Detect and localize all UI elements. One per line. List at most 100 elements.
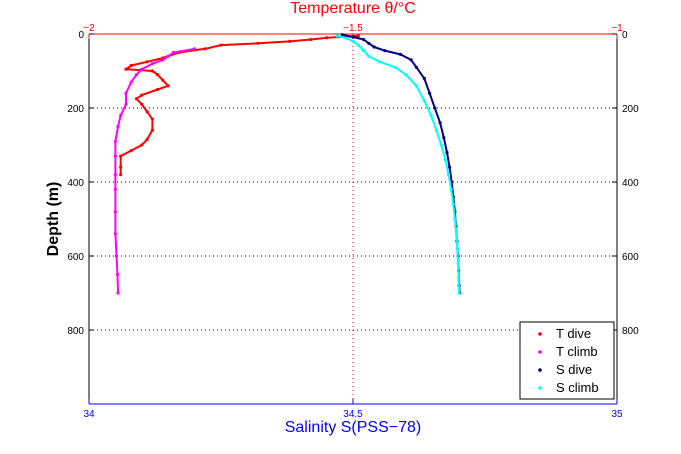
left-tick-label: 400 [67, 178, 84, 189]
data-point-t-dive [219, 43, 223, 47]
data-point-s-climb [429, 113, 433, 117]
data-point-t-dive [288, 39, 292, 44]
top-tick-label: −1 [611, 23, 623, 34]
data-point-t-dive [150, 117, 154, 121]
data-point-s-climb [451, 202, 455, 206]
bottom-tick-label: 35 [611, 409, 623, 420]
data-point-t-dive [150, 69, 154, 73]
data-point-t-climb [129, 80, 133, 84]
data-point-t-dive [203, 47, 207, 51]
data-point-t-climb [114, 254, 119, 258]
data-point-s-dive [438, 121, 442, 125]
data-point-s-dive [414, 65, 418, 69]
left-tick-label: 600 [67, 252, 84, 263]
data-point-t-dive [145, 137, 149, 141]
data-point-s-climb [453, 217, 457, 221]
data-point-t-dive [256, 41, 260, 45]
left-tick-label: 800 [67, 326, 84, 337]
legend-marker-t-dive [538, 332, 542, 336]
data-point-s-climb [404, 73, 408, 77]
data-point-t-climb [116, 291, 120, 295]
data-point-s-dive [362, 37, 366, 42]
data-point-t-dive [124, 67, 128, 71]
legend-label-s-dive: S dive [556, 362, 592, 377]
data-point-s-dive [398, 52, 403, 57]
right-tick-label: 800 [622, 326, 639, 337]
data-point-t-dive [166, 84, 170, 88]
data-point-s-dive [442, 136, 446, 140]
data-point-t-climb [113, 232, 117, 236]
data-point-t-dive [119, 165, 123, 169]
data-point-s-climb [393, 65, 397, 69]
data-point-t-dive [150, 128, 154, 132]
data-point-t-climb [124, 91, 128, 95]
data-point-s-dive [448, 165, 452, 169]
data-point-t-dive [129, 149, 133, 153]
bottom-tick-label: 34 [83, 409, 95, 420]
data-point-t-dive [145, 110, 149, 114]
axis-ticks: 34 34.5 35−2 −1.5 −1020040060080002004006008… [67, 23, 639, 420]
data-point-s-climb [455, 247, 460, 251]
legend-label-s-climb: S climb [556, 380, 599, 395]
data-point-t-climb [119, 113, 123, 117]
data-point-s-dive [445, 150, 449, 154]
data-point-s-dive [428, 91, 432, 95]
top-axis-title: Temperature θ/°C [290, 0, 416, 17]
data-point-t-dive [356, 34, 360, 38]
data-point-t-climb [113, 173, 117, 177]
data-point-t-dive [145, 60, 149, 64]
data-point-t-climb [115, 272, 120, 277]
grid-lines [89, 34, 617, 404]
data-point-t-climb [193, 47, 197, 51]
right-tick-label: 400 [622, 178, 639, 189]
data-point-s-dive [433, 106, 437, 110]
data-point-s-climb [422, 99, 426, 103]
data-point-t-dive [156, 87, 160, 92]
data-point-t-climb [113, 210, 117, 214]
y-axis-title: Depth (m) [45, 182, 62, 257]
data-point-s-dive [409, 58, 413, 62]
left-tick-label: 0 [78, 30, 84, 41]
bottom-axis-title: Salinity S(PSS−78) [285, 419, 422, 436]
data-point-s-climb [356, 43, 360, 47]
right-tick-label: 600 [622, 252, 639, 263]
data-point-s-dive [367, 41, 371, 45]
legend-marker-s-dive [538, 368, 542, 372]
right-tick-label: 200 [622, 104, 639, 115]
legend-box [519, 321, 615, 400]
legend-label-t-dive: T dive [556, 326, 591, 341]
data-point-t-climb [113, 154, 117, 158]
data-point-s-climb [346, 36, 350, 41]
data-point-s-climb [439, 143, 443, 147]
data-point-s-climb [351, 39, 355, 44]
data-point-s-climb [449, 187, 453, 191]
data-point-s-dive [340, 33, 344, 37]
data-point-t-dive [129, 63, 133, 68]
left-tick-label: 200 [67, 104, 84, 115]
data-point-t-climb [150, 62, 154, 66]
data-point-t-dive [140, 93, 144, 97]
data-point-t-dive [140, 143, 144, 147]
data-point-s-climb [362, 49, 366, 53]
data-point-t-dive [140, 102, 144, 106]
data-point-t-climb [113, 187, 117, 191]
data-point-t-dive [156, 73, 160, 77]
data-point-t-climb [134, 73, 139, 77]
legend-marker-t-climb [538, 350, 542, 354]
right-tick-label: 0 [622, 30, 628, 41]
data-point-t-climb [116, 124, 120, 129]
data-point-s-climb [335, 34, 339, 38]
data-point-s-climb [443, 158, 447, 162]
data-point-t-dive [309, 37, 313, 42]
data-point-s-dive [383, 49, 387, 53]
top-tick-label: −1.5 [343, 23, 363, 34]
data-point-s-dive [351, 35, 355, 39]
data-point-s-climb [447, 173, 451, 177]
data-point-s-climb [377, 60, 381, 64]
data-point-t-climb [171, 50, 176, 55]
data-point-s-climb [457, 291, 461, 295]
data-point-s-climb [457, 276, 461, 280]
data-point-s-climb [414, 84, 418, 88]
data-point-t-climb [140, 67, 144, 71]
